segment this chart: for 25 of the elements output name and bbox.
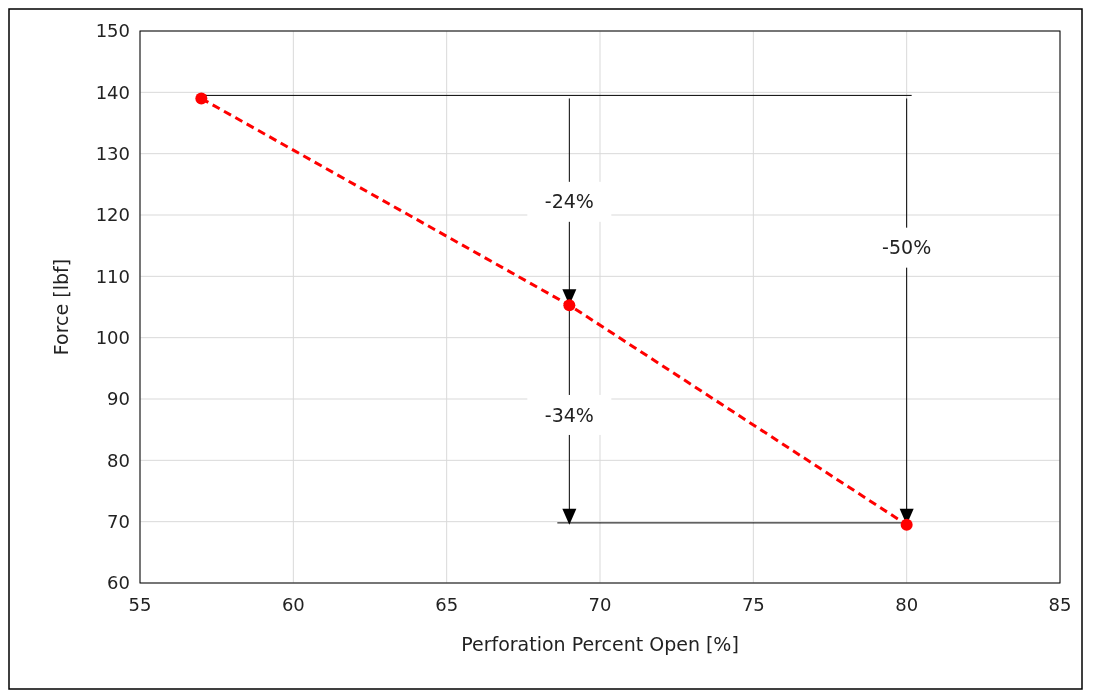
x-tick-label: 75 xyxy=(741,594,765,615)
x-tick-label: 55 xyxy=(128,594,152,615)
annotation: -24% xyxy=(544,190,594,213)
point xyxy=(563,299,576,312)
point xyxy=(900,518,913,531)
y-tick-label: 150 xyxy=(95,20,130,42)
annotation: -34% xyxy=(544,403,594,426)
y-tick-label: 120 xyxy=(95,204,130,226)
y-tick-label: 80 xyxy=(107,449,130,471)
y-axis-title: Force [lbf] xyxy=(50,258,72,356)
x-tick-label: 70 xyxy=(588,594,612,615)
annotation: -50% xyxy=(882,236,932,259)
x-tick-label: 80 xyxy=(895,594,919,615)
y-tick-label: 110 xyxy=(95,265,130,287)
y-tick-label: 90 xyxy=(107,388,130,410)
y-tick-label: 60 xyxy=(107,572,130,594)
x-tick-label: 60 xyxy=(281,594,305,615)
x-axis-title: Perforation Percent Open [%] xyxy=(461,633,739,655)
x-tick-label: 65 xyxy=(435,594,459,615)
point xyxy=(195,92,208,105)
y-tick-label: 140 xyxy=(95,81,130,103)
y-tick-label: 130 xyxy=(95,142,130,164)
y-tick-label: 100 xyxy=(95,326,130,348)
x-tick-label: 85 xyxy=(1048,594,1072,615)
y-tick-label: 70 xyxy=(107,510,130,532)
